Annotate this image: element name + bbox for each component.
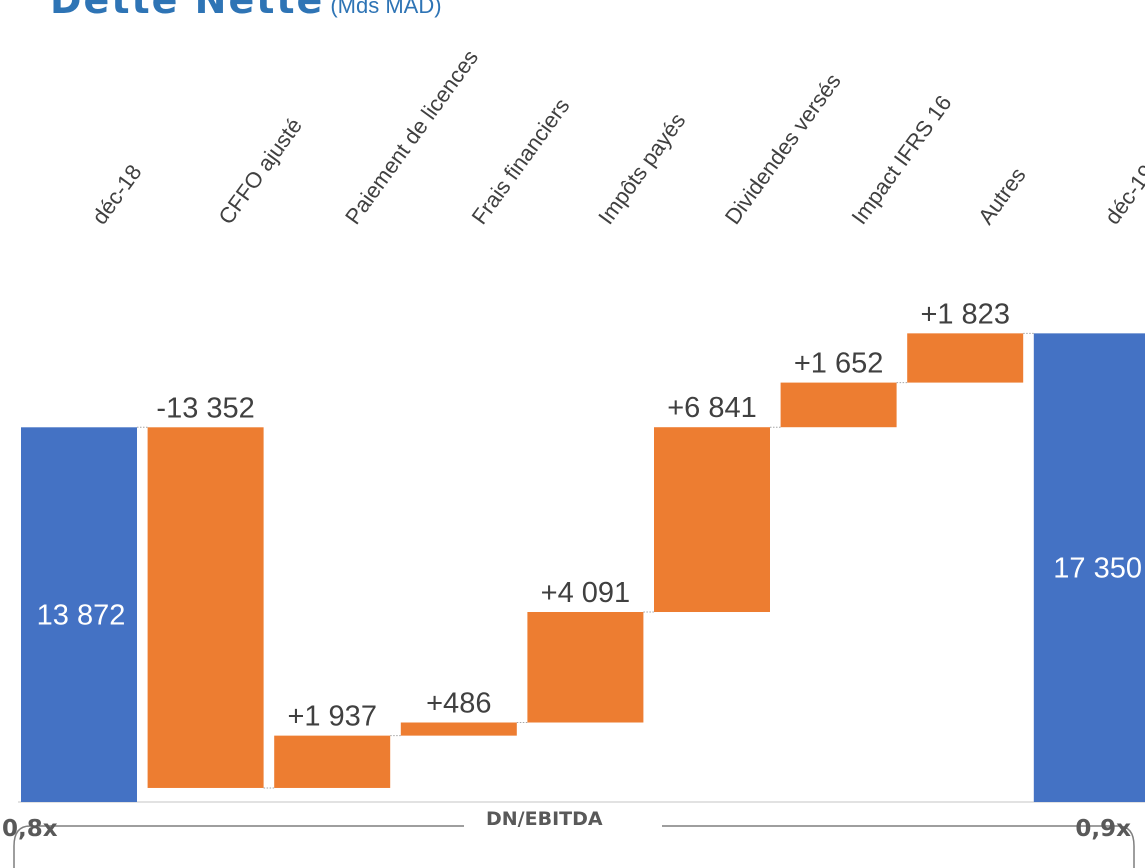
chart-title-unit: (Mds MAD) (330, 0, 442, 18)
ratio-bracket (13, 825, 1135, 868)
data-label-3: +486 (426, 688, 491, 720)
category-label-3: Frais financiers (467, 94, 575, 229)
bar-4 (527, 612, 644, 723)
data-label-6: +1 652 (794, 348, 884, 380)
category-label-6: Impact IFRS 16 (846, 91, 956, 229)
data-label-4: +4 091 (541, 577, 631, 609)
data-label-8: 17 350 (1053, 553, 1142, 585)
data-label-0: 13 872 (37, 600, 126, 632)
ratio-start-value: 0,8x (2, 816, 58, 842)
chart-title-main: Dette Nette (50, 0, 325, 22)
bar-6 (780, 382, 897, 428)
chart-title: Dette Nette (Mds MAD) (50, 0, 442, 22)
bar-5 (654, 427, 770, 613)
dn-ebitda-label: DN/EBITDA (486, 808, 603, 830)
category-label-7: Autres (973, 163, 1031, 229)
ratio-end-value: 0,9x (1075, 816, 1131, 842)
data-label-7: +1 823 (920, 298, 1010, 330)
data-label-2: +1 937 (287, 701, 377, 733)
category-label-4: Impôts payés (593, 108, 690, 229)
category-label-5: Dividendes versés (720, 69, 846, 229)
bar-7 (907, 333, 1024, 383)
data-label-5: +6 841 (667, 392, 757, 424)
category-label-0: déc-18 (87, 160, 147, 229)
data-label-1: -13 352 (156, 392, 254, 424)
category-label-2: Paiement de licences (340, 45, 483, 229)
bar-3 (400, 722, 517, 736)
category-label-1: CFFO ajusté (213, 113, 307, 229)
bar-8 (1033, 333, 1145, 802)
bar-1 (147, 427, 264, 788)
bar-2 (274, 735, 391, 788)
bar-0 (21, 427, 137, 802)
category-label-8: déc-19 (1100, 160, 1145, 229)
